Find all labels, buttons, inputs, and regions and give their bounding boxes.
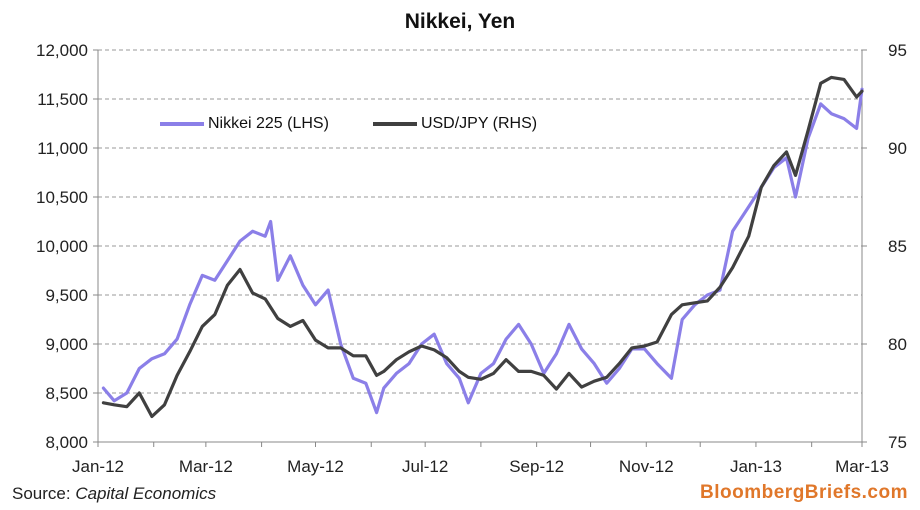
y-right-tick-label: 80 <box>888 335 907 354</box>
legend-item-nikkei: Nikkei 225 (LHS) <box>160 115 329 133</box>
chart-title: Nikkei, Yen <box>404 10 516 33</box>
x-tick-label: Sep-12 <box>509 457 564 476</box>
chart-legend: Nikkei 225 (LHS) USD/JPY (RHS) <box>160 115 581 133</box>
y-left-tick-label: 10,000 <box>36 237 88 256</box>
y-left-tick-label: 9,000 <box>45 335 88 354</box>
y-right-tick-label: 95 <box>888 41 907 60</box>
legend-swatch-usdjpy <box>372 122 417 126</box>
y-left-tick-label: 11,000 <box>37 139 88 158</box>
source-prefix: Source: <box>12 484 76 503</box>
y-left-tick-label: 9,500 <box>45 286 88 305</box>
y-left-tick-label: 8,500 <box>45 384 88 403</box>
line-chart: 8,000 8,500 9,000 9,500 10,000 10,500 11,000 11… <box>36 41 907 476</box>
y-right-tick-label: 85 <box>888 237 907 256</box>
legend-swatch-nikkei <box>160 122 204 126</box>
x-tick-label: Mar-13 <box>835 457 889 476</box>
x-tick-label: Mar-12 <box>179 457 233 476</box>
y-right-tick-label: 75 <box>888 433 907 452</box>
y-left-tick-label: 10,500 <box>36 188 88 207</box>
brand-watermark: BloombergBriefs.com <box>700 482 908 503</box>
y-left-tick-label: 11,500 <box>37 90 88 109</box>
series-line-nikkei <box>101 87 864 415</box>
source-name: Capital Economics <box>75 484 217 503</box>
x-tick-label: Jan-12 <box>72 457 124 476</box>
legend-label-nikkei: Nikkei 225 (LHS) <box>208 115 329 132</box>
x-tick-label: Jul-12 <box>402 457 448 476</box>
source-note: Source: Capital Economics <box>12 484 216 504</box>
legend-item-usdjpy: USD/JPY (RHS) <box>372 115 538 133</box>
y-right-tick-label: 90 <box>888 139 907 158</box>
legend-label-usdjpy: USD/JPY (RHS) <box>420 115 538 132</box>
y-left-tick-label: 12,000 <box>36 41 88 60</box>
x-tick-label: Jan-13 <box>730 457 782 476</box>
y-left-tick-label: 8,000 <box>45 433 88 452</box>
x-tick-label: Nov-12 <box>619 457 674 476</box>
x-tick-label: May-12 <box>287 457 344 476</box>
series-line-usdjpy <box>101 75 864 419</box>
